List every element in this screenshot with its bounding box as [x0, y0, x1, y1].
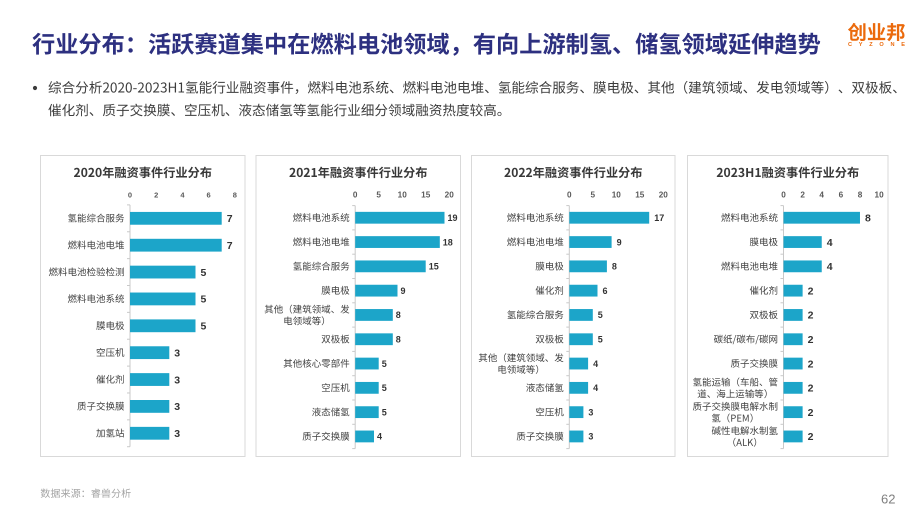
svg-text:8: 8: [865, 213, 871, 225]
svg-text:3: 3: [588, 407, 593, 417]
svg-text:4: 4: [180, 190, 185, 199]
svg-text:5: 5: [382, 407, 387, 417]
svg-text:2: 2: [808, 310, 814, 322]
svg-text:19: 19: [448, 213, 458, 223]
svg-text:5: 5: [382, 359, 387, 369]
svg-text:2: 2: [808, 334, 814, 346]
svg-text:20: 20: [445, 190, 455, 199]
svg-text:4: 4: [827, 237, 833, 249]
svg-text:8: 8: [612, 262, 617, 272]
svg-text:3: 3: [588, 432, 593, 442]
svg-text:8: 8: [396, 310, 401, 320]
svg-text:6: 6: [207, 190, 211, 199]
svg-text:4: 4: [819, 190, 824, 199]
svg-text:15: 15: [421, 190, 431, 199]
svg-text:10: 10: [612, 190, 622, 199]
svg-text:18: 18: [443, 237, 453, 247]
svg-text:2: 2: [808, 358, 814, 370]
svg-text:5: 5: [382, 383, 387, 393]
svg-text:5: 5: [591, 190, 596, 199]
svg-text:3: 3: [174, 374, 180, 386]
svg-text:7: 7: [227, 240, 233, 252]
svg-text:0: 0: [781, 190, 786, 199]
svg-text:6: 6: [603, 286, 608, 296]
svg-text:4: 4: [377, 432, 382, 442]
svg-text:0: 0: [128, 190, 132, 199]
svg-text:8: 8: [233, 190, 237, 199]
svg-text:8: 8: [858, 190, 863, 199]
svg-text:4: 4: [593, 383, 598, 393]
svg-text:5: 5: [598, 335, 603, 345]
svg-text:3: 3: [174, 428, 180, 440]
svg-text:4: 4: [827, 261, 833, 273]
svg-text:17: 17: [654, 213, 664, 223]
svg-text:15: 15: [635, 190, 645, 199]
svg-text:5: 5: [201, 294, 207, 306]
svg-text:5: 5: [201, 321, 207, 333]
svg-text:8: 8: [396, 335, 401, 345]
svg-text:62: 62: [881, 492, 895, 507]
svg-text:3: 3: [174, 401, 180, 413]
svg-text:2: 2: [808, 407, 814, 419]
svg-text:2: 2: [800, 190, 805, 199]
svg-text:6: 6: [839, 190, 844, 199]
svg-text:0: 0: [353, 190, 358, 199]
svg-text:2: 2: [154, 190, 158, 199]
svg-text:2: 2: [808, 431, 814, 443]
svg-text:0: 0: [567, 190, 572, 199]
svg-text:20: 20: [659, 190, 669, 199]
svg-text:4: 4: [593, 359, 598, 369]
svg-text:3: 3: [174, 347, 180, 359]
svg-text:2: 2: [808, 285, 814, 297]
svg-text:5: 5: [376, 190, 381, 199]
svg-text:10: 10: [875, 190, 885, 199]
svg-text:5: 5: [201, 267, 207, 279]
svg-text:9: 9: [401, 286, 406, 296]
svg-text:5: 5: [598, 310, 603, 320]
svg-text:10: 10: [398, 190, 408, 199]
svg-text:7: 7: [227, 213, 233, 225]
svg-text:9: 9: [617, 237, 622, 247]
svg-text:15: 15: [429, 262, 439, 272]
svg-text:2: 2: [808, 383, 814, 395]
